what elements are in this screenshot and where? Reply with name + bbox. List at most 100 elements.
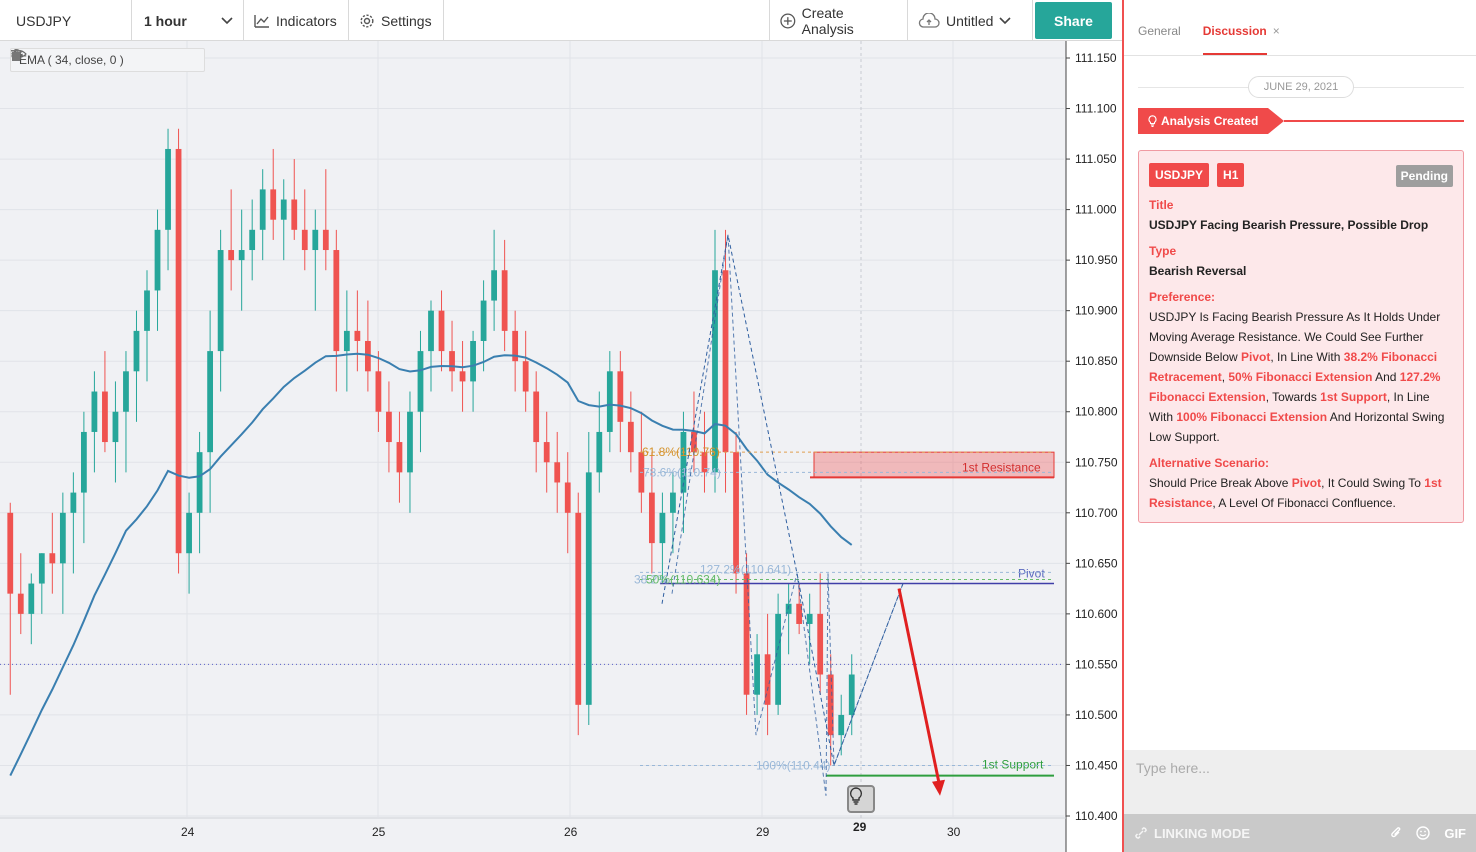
candle-body <box>7 512 14 594</box>
tab-close-icon[interactable]: × <box>1272 24 1280 38</box>
price-chart[interactable]: 111.150 111.100 111.050 111.000 110.950 110.9… <box>0 41 1122 852</box>
cloud-upload-icon <box>918 12 940 28</box>
pref-text-2: , In Line With <box>1270 350 1344 364</box>
analysis-created-banner: Analysis Created <box>1138 108 1464 134</box>
preference-text: USDJPY Is Facing Bearish Pressure As It … <box>1149 307 1453 447</box>
candle-body <box>543 442 550 463</box>
candle-body <box>680 431 687 493</box>
linking-mode-toggle[interactable]: LINKING MODE <box>1134 826 1390 841</box>
candle-body <box>827 674 834 736</box>
share-button[interactable]: Share <box>1035 2 1112 39</box>
price-tick-label: 110.750 <box>1075 455 1118 469</box>
interval-selector[interactable]: 1 hour <box>132 0 244 41</box>
preference-label: Preference: <box>1149 290 1216 304</box>
candle-body <box>743 573 750 695</box>
emoji-icon[interactable] <box>1416 826 1431 840</box>
chart-canvas[interactable]: 111.150 111.100 111.050 111.000 110.950 110.9… <box>0 41 1122 852</box>
price-tick-label: 110.850 <box>1075 354 1118 368</box>
lightbulb-icon <box>849 787 863 805</box>
price-axis-background <box>1066 41 1122 852</box>
candle-body <box>196 452 203 513</box>
pref-highlight-fib100: 100% Fibonacci Extension <box>1176 410 1328 424</box>
status-badge: Pending <box>1395 165 1453 187</box>
candle-body <box>438 310 445 352</box>
fib-382-label: 38.2% <box>634 573 668 587</box>
candle-body <box>102 391 108 443</box>
pattern-inner-lines <box>671 234 904 796</box>
gear-icon[interactable] <box>11 49 172 67</box>
layout-name: Untitled <box>946 12 994 29</box>
candle-body <box>522 361 529 392</box>
alt-highlight-pivot: Pivot <box>1291 476 1322 490</box>
lightbulb-icon <box>1148 115 1157 127</box>
pref-text-1: USDJPY Is Facing Bearish Pressure As It … <box>1149 310 1441 364</box>
candle-body <box>691 431 697 453</box>
candle-body <box>775 613 782 705</box>
pref-highlight-support: 1st Support <box>1320 390 1387 404</box>
pref-text-4: And <box>1372 370 1400 384</box>
candle-body <box>280 199 287 220</box>
candle-body <box>712 270 718 473</box>
message-input[interactable]: Type here... <box>1136 760 1210 776</box>
candle-body <box>270 189 277 220</box>
create-analysis-button[interactable]: Create Analysis <box>770 0 908 41</box>
candle-body <box>354 330 361 341</box>
candle-body <box>28 583 35 614</box>
message-composer: Type here... LINKING MODE GIF <box>1124 750 1476 852</box>
price-tick-label: 111.150 <box>1075 51 1117 65</box>
type-label: Type <box>1149 244 1177 258</box>
candle-body <box>659 512 666 544</box>
eye-icon[interactable] <box>11 49 148 67</box>
crosshair-time-label: 29 <box>853 820 867 834</box>
candle-body <box>228 250 235 261</box>
tab-discussion[interactable]: Discussion <box>1202 24 1267 55</box>
candle-body <box>123 371 129 412</box>
candle-body <box>533 391 540 443</box>
indicators-button[interactable]: Indicators <box>244 0 349 41</box>
plus-circle-icon <box>780 13 796 28</box>
price-tick-label: 111.050 <box>1075 152 1117 166</box>
settings-button[interactable]: Settings <box>349 0 444 41</box>
time-tick-label: 29 <box>756 825 770 839</box>
sidebar-tabs: General Discussion × <box>1124 0 1476 56</box>
layout-selector[interactable]: Untitled <box>908 0 1033 41</box>
analysis-created-label: Analysis Created <box>1138 108 1268 134</box>
candle-body <box>754 654 760 695</box>
time-tick-label: 30 <box>947 825 961 839</box>
pref-text-5: , Towards <box>1265 390 1321 404</box>
candle-body <box>112 411 119 443</box>
pref-highlight-pivot: Pivot <box>1241 350 1271 364</box>
idea-bulb-button[interactable] <box>847 785 875 813</box>
symbol-badge: USDJPY <box>1149 163 1210 187</box>
candle-body <box>764 654 771 705</box>
symbol-selector[interactable]: USDJPY <box>0 0 132 41</box>
candle-body <box>554 462 561 483</box>
paperclip-icon[interactable] <box>1390 826 1402 840</box>
tab-general[interactable]: General <box>1138 24 1181 38</box>
ema-legend[interactable]: EMA ( 34, close, 0 ) <box>10 48 205 72</box>
candle-body <box>154 229 161 291</box>
candle-body <box>575 512 582 705</box>
forecast-arrow-head <box>932 779 945 796</box>
candle-body <box>343 330 350 352</box>
candle-body <box>291 199 298 230</box>
trash-icon[interactable] <box>11 49 196 67</box>
candle-body <box>480 300 487 341</box>
candle-body <box>585 472 592 705</box>
forecast-arrow-shaft <box>897 588 942 789</box>
pivot-label: Pivot <box>1018 567 1045 581</box>
time-tick-label: 25 <box>372 825 386 839</box>
alt-text-2: , It Could Swing To <box>1321 476 1425 490</box>
gif-button[interactable]: GIF <box>1444 825 1466 841</box>
fib-50-label: 50%(110.634) <box>646 573 721 587</box>
candle-body <box>564 482 571 513</box>
candle-body <box>186 512 192 554</box>
price-tick-label: 111.100 <box>1075 102 1117 116</box>
candle-body <box>165 148 171 230</box>
candle-body <box>375 371 382 412</box>
candle-body <box>259 189 266 230</box>
price-tick-label: 110.550 <box>1075 657 1118 671</box>
candle-body <box>91 391 98 432</box>
price-tick-label: 110.950 <box>1075 253 1118 267</box>
